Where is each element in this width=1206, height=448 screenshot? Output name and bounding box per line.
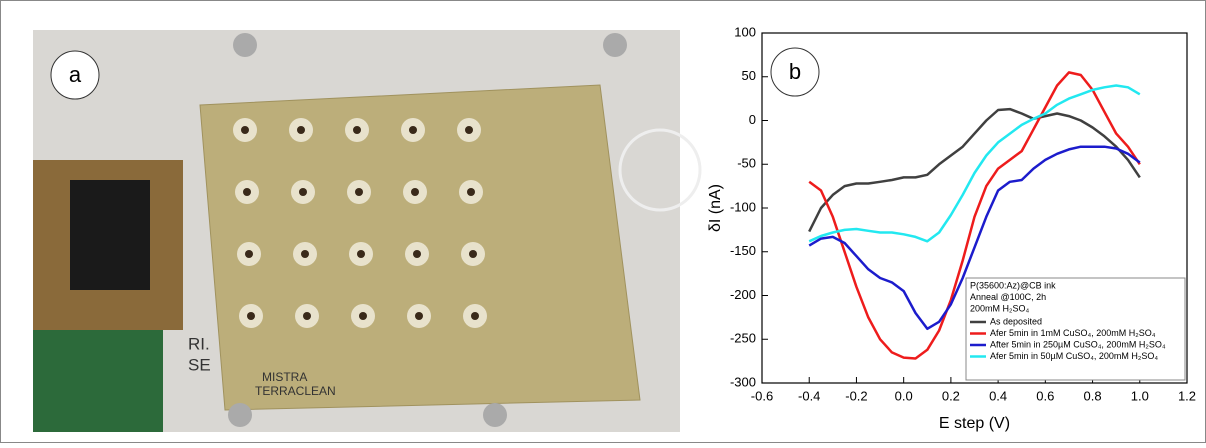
series-line [808, 145, 1141, 331]
legend-label: Afer 5min in 1mM CuSO₄, 200mM H₂SO₄ [990, 328, 1156, 338]
pad-hole [245, 250, 253, 258]
x-tick-label: -0.2 [845, 388, 867, 403]
photo [33, 30, 702, 432]
legend-box [965, 277, 1186, 381]
series-line [808, 71, 1141, 360]
y-tick-label: -150 [730, 243, 756, 258]
pad-hole [303, 312, 311, 320]
y-tick-label: 50 [742, 68, 756, 83]
pad-hole [353, 126, 361, 134]
x-axis-label: E step (V) [939, 415, 1010, 432]
pad-hole [469, 250, 477, 258]
panel-label: b [789, 59, 801, 84]
legend-label: As deposited [990, 316, 1042, 326]
series-line [808, 84, 1141, 243]
pad-hole [241, 126, 249, 134]
x-tick-label: 0.8 [1084, 388, 1102, 403]
pad-hole [471, 312, 479, 320]
series-line [808, 107, 1141, 233]
pad-hole [411, 188, 419, 196]
pad-hole [465, 126, 473, 134]
photo-text: SE [188, 355, 211, 374]
legend-label: After 5min in 250µM CuSO₄, 200mM H₂SO₄ [990, 339, 1166, 349]
pad-hole [409, 126, 417, 134]
pad-hole [355, 188, 363, 196]
pad-hole [247, 312, 255, 320]
photo-text: MISTRA [262, 370, 307, 384]
x-tick-label: 0.6 [1036, 388, 1054, 403]
x-tick-label: -0.4 [798, 388, 820, 403]
pad-hole [299, 188, 307, 196]
pad-hole [359, 312, 367, 320]
pad-hole [467, 188, 475, 196]
pad-hole [243, 188, 251, 196]
legend-label: Afer 5min in 50µM CuSO₄, 200mM H₂SO₄ [990, 351, 1158, 361]
y-tick-label: -200 [730, 287, 756, 302]
panel-label: a [69, 62, 82, 87]
legend-title: 200mM H₂SO₄ [970, 303, 1030, 313]
photo-text: TERRACLEAN [255, 384, 336, 398]
pad-hole [301, 250, 309, 258]
pads [233, 118, 487, 328]
y-tick-label: 100 [734, 24, 756, 39]
pad-hole [415, 312, 423, 320]
y-tick-label: -300 [730, 374, 756, 389]
x-tick-label: 1.2 [1178, 388, 1196, 403]
legend-title: P(35600:Az)@CB ink [970, 280, 1056, 290]
y-tick-label: -250 [730, 331, 756, 346]
y-tick-label: -100 [730, 199, 756, 214]
x-tick-label: 0.0 [895, 388, 913, 403]
y-tick-label: -50 [737, 156, 756, 171]
pad-hole [413, 250, 421, 258]
x-tick-label: -0.6 [751, 388, 773, 403]
y-axis-label: δI (nA) [707, 184, 724, 232]
x-tick-label: 0.4 [989, 388, 1007, 403]
x-tick-label: 1.0 [1131, 388, 1149, 403]
pad-hole [357, 250, 365, 258]
y-tick-label: 0 [749, 112, 756, 127]
x-tick-label: 0.2 [942, 388, 960, 403]
legend-title: Anneal @100C, 2h [970, 292, 1046, 302]
panel-badge [770, 47, 820, 97]
panel-badge [50, 50, 100, 100]
photo-text: RI. [188, 334, 210, 353]
pad-hole [297, 126, 305, 134]
